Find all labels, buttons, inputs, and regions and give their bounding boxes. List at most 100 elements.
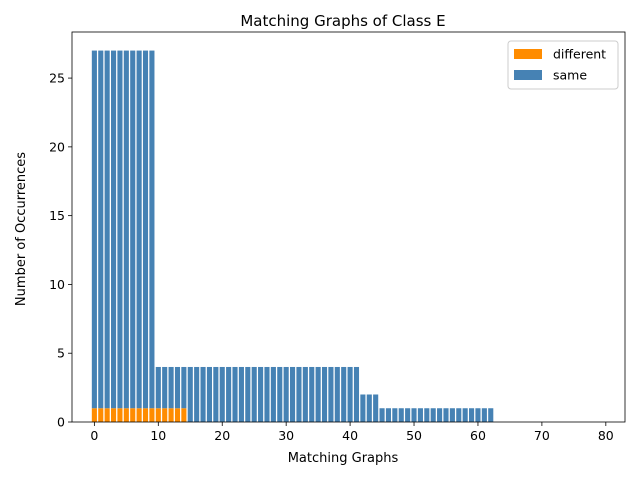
x-tick-label: 80 bbox=[598, 428, 614, 443]
bar-different bbox=[174, 408, 181, 422]
bar-same bbox=[379, 408, 385, 422]
y-tick-label: 5 bbox=[57, 346, 65, 361]
bar-same bbox=[258, 366, 264, 422]
bar-same bbox=[392, 408, 398, 422]
bar-same bbox=[315, 366, 321, 422]
bar-different bbox=[162, 408, 168, 422]
bar-same bbox=[456, 408, 462, 422]
bar-same bbox=[219, 366, 225, 422]
plot-frame bbox=[71, 31, 626, 423]
legend-label-different: different bbox=[553, 47, 606, 62]
bar-same bbox=[411, 408, 417, 422]
bar-same bbox=[251, 366, 257, 422]
x-tick-label: 20 bbox=[214, 428, 230, 443]
bar-same bbox=[181, 366, 187, 409]
bar-same bbox=[385, 408, 392, 422]
bar-different bbox=[168, 408, 174, 422]
y-tick-label: 10 bbox=[49, 277, 65, 292]
bar-same bbox=[449, 408, 455, 422]
bar-different bbox=[111, 408, 117, 422]
bar-same bbox=[443, 408, 449, 422]
bar-same bbox=[334, 366, 340, 422]
bar-same bbox=[104, 50, 110, 409]
bar-same bbox=[321, 366, 328, 422]
bar-same bbox=[98, 50, 104, 409]
bar-different bbox=[123, 408, 129, 422]
bar-same bbox=[360, 394, 366, 422]
bar-same bbox=[130, 50, 136, 409]
bar-same bbox=[155, 366, 161, 409]
bar-same bbox=[475, 408, 481, 422]
bar-same bbox=[123, 50, 129, 409]
chart-title: Matching Graphs of Class E bbox=[240, 12, 445, 30]
y-axis-label: Number of Occurrences bbox=[14, 152, 29, 306]
legend: different same bbox=[507, 40, 619, 90]
bar-same bbox=[168, 366, 174, 409]
bar-same bbox=[341, 366, 347, 422]
bar-same bbox=[296, 366, 302, 422]
bar-same bbox=[264, 366, 270, 422]
bar-different bbox=[149, 408, 155, 422]
bar-different bbox=[130, 408, 136, 422]
y-tick-label: 20 bbox=[49, 139, 65, 154]
bar-different bbox=[104, 408, 110, 422]
bar-same bbox=[347, 366, 353, 422]
bar-same bbox=[302, 366, 308, 422]
bar-same bbox=[277, 366, 283, 422]
bar-same bbox=[328, 366, 334, 422]
x-tick-label: 70 bbox=[534, 428, 550, 443]
bar-same bbox=[290, 366, 296, 422]
bar-same bbox=[430, 408, 436, 422]
bar-same bbox=[194, 366, 200, 422]
bar-same bbox=[206, 366, 212, 422]
bar-same bbox=[366, 394, 372, 422]
bar-same bbox=[117, 50, 123, 409]
bar-same bbox=[174, 366, 181, 409]
legend-swatch-different bbox=[514, 49, 542, 59]
x-tick-label: 10 bbox=[150, 428, 166, 443]
bar-same bbox=[353, 366, 360, 422]
x-tick-label: 50 bbox=[406, 428, 422, 443]
bar-same bbox=[270, 366, 276, 422]
bar-same bbox=[187, 366, 193, 422]
bar-same bbox=[162, 366, 168, 409]
bar-same bbox=[488, 408, 494, 422]
bar-same bbox=[481, 408, 487, 422]
bar-same bbox=[238, 366, 244, 422]
bar-same bbox=[283, 366, 289, 422]
bar-different bbox=[91, 408, 97, 422]
bar-same bbox=[462, 408, 468, 422]
bar-same bbox=[373, 394, 379, 422]
bar-same bbox=[417, 408, 423, 422]
bars-group bbox=[91, 50, 494, 422]
bar-same bbox=[405, 408, 411, 422]
bar-same bbox=[309, 366, 315, 422]
bar-different bbox=[142, 408, 149, 422]
bar-different bbox=[155, 408, 161, 422]
bar-same bbox=[424, 408, 430, 422]
bar-same bbox=[149, 50, 155, 409]
bar-same bbox=[213, 366, 219, 422]
axes-group: 0 10 20 30 40 50 60 70 80 0 5 10 15 20 25 bbox=[49, 31, 626, 443]
bar-same bbox=[111, 50, 117, 409]
x-tick-label: 0 bbox=[90, 428, 98, 443]
y-tick-label: 0 bbox=[57, 415, 65, 430]
y-tick-label: 25 bbox=[49, 71, 65, 86]
legend-swatch-same bbox=[514, 70, 542, 80]
bar-same bbox=[136, 50, 142, 409]
bar-same bbox=[142, 50, 149, 409]
x-tick-label: 60 bbox=[470, 428, 486, 443]
bar-different bbox=[117, 408, 123, 422]
x-tick-label: 30 bbox=[278, 428, 294, 443]
bar-same bbox=[232, 366, 238, 422]
bar-same bbox=[245, 366, 251, 422]
bar-same bbox=[437, 408, 443, 422]
bar-same bbox=[200, 366, 206, 422]
y-tick-label: 15 bbox=[49, 208, 65, 223]
bar-different bbox=[136, 408, 142, 422]
bar-same bbox=[398, 408, 404, 422]
bar-same bbox=[91, 50, 97, 409]
bar-same bbox=[226, 366, 232, 422]
x-tick-label: 40 bbox=[342, 428, 358, 443]
